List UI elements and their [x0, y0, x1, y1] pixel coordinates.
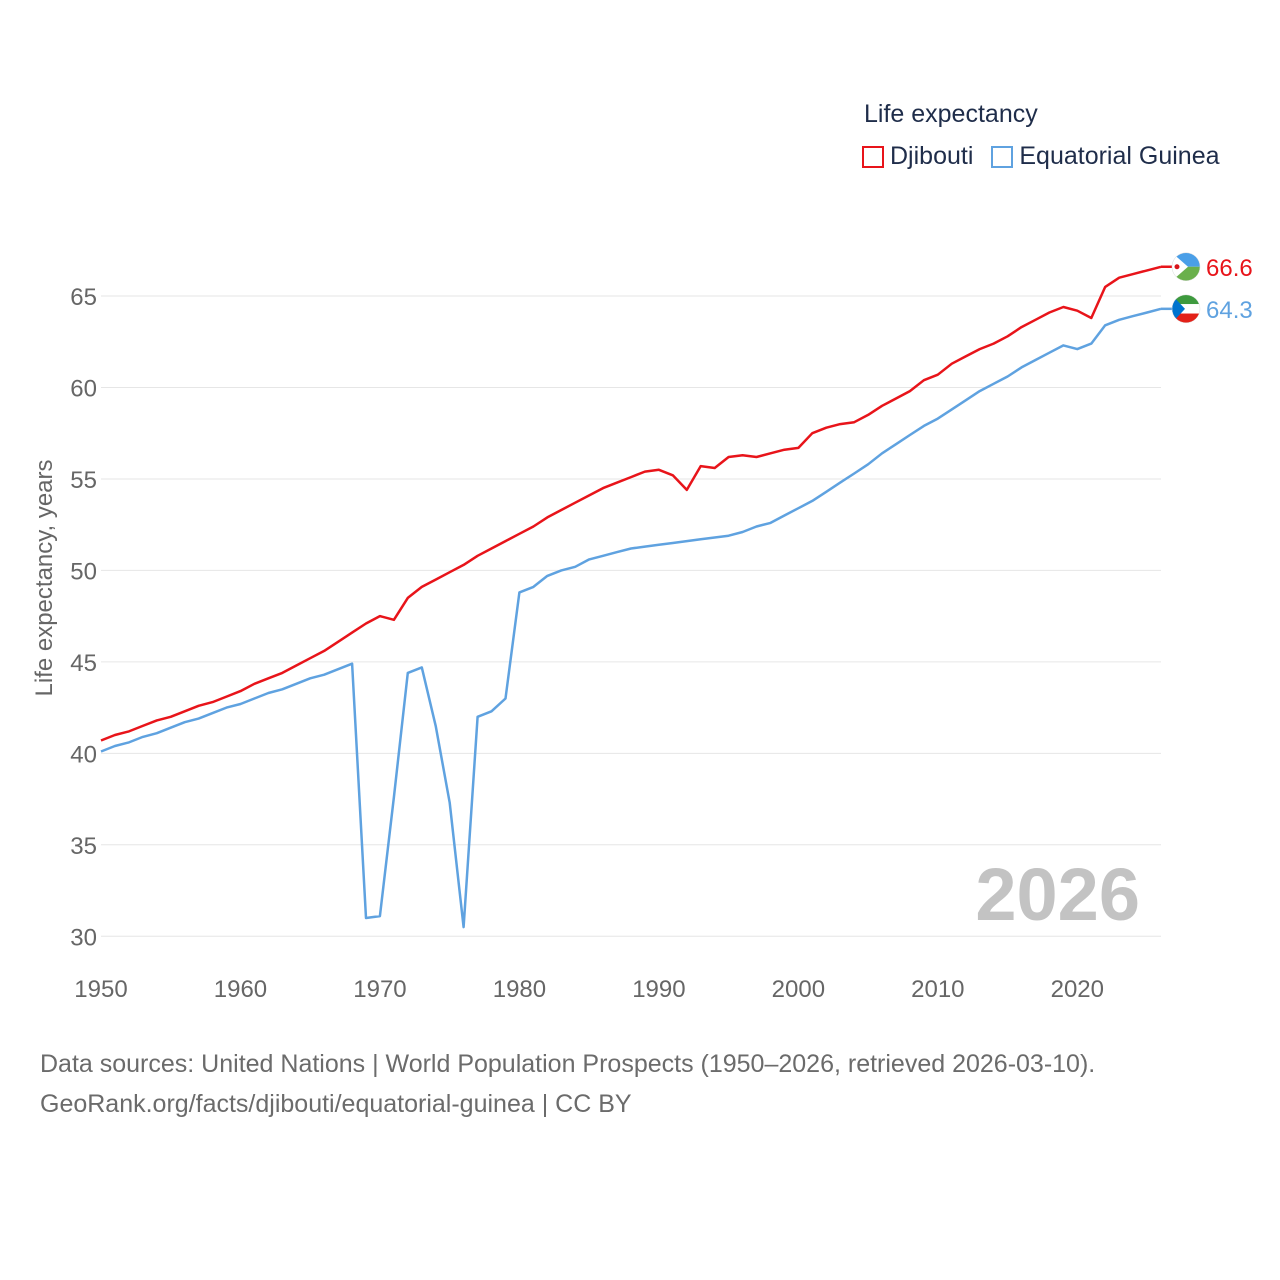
x-tick-label: 2010 [911, 976, 964, 1003]
x-tick-label: 2020 [1051, 976, 1104, 1003]
year-watermark: 2026 [975, 853, 1140, 936]
source-line-2[interactable]: GeoRank.org/facts/djibouti/equatorial-gu… [40, 1090, 632, 1118]
x-tick-label: 2000 [772, 976, 825, 1003]
grid-lines [101, 295, 1161, 937]
legend-label-equatorial-guinea: Equatorial Guinea [1019, 142, 1220, 170]
x-tick-label: 1980 [493, 976, 546, 1003]
y-axis-label: Life expectancy, years [31, 459, 58, 696]
y-axis-ticks: 30 35 40 45 50 55 60 65 [70, 284, 97, 951]
y-tick-label: 45 [70, 650, 97, 677]
y-tick-label: 60 [70, 375, 97, 402]
series-line-djibouti[interactable] [100, 265, 1162, 742]
x-tick-label: 1950 [74, 976, 127, 1003]
legend-swatch-djibouti [862, 145, 884, 168]
series-line-equatorial-guinea[interactable] [100, 307, 1162, 929]
x-tick-label: 1990 [632, 976, 685, 1003]
djibouti-flag-icon [1171, 252, 1201, 282]
legend-title: Life expectancy [864, 100, 1038, 128]
legend-swatch-equatorial-guinea [991, 145, 1014, 168]
legend: Djibouti Equatorial Guinea [862, 142, 1238, 171]
legend-item-djibouti[interactable]: Djibouti [862, 142, 973, 171]
y-tick-label: 40 [70, 741, 97, 768]
y-tick-label: 50 [70, 558, 97, 585]
end-value-label-equatorial-guinea: 64.3 [1206, 297, 1253, 324]
y-tick-label: 30 [70, 924, 97, 951]
equatorial-guinea-flag-icon [1171, 294, 1201, 324]
y-tick-label: 35 [70, 833, 97, 860]
x-axis-ticks: 1950 1960 1970 1980 1990 2000 2010 2020 [74, 976, 1104, 1003]
series-endpoints: 66.6 64.3 [1161, 252, 1253, 324]
legend-label-djibouti: Djibouti [890, 142, 974, 170]
source-note: Data sources: United Nations | World Pop… [40, 1044, 1095, 1124]
x-tick-label: 1960 [214, 976, 267, 1003]
x-tick-label: 1970 [353, 976, 406, 1003]
y-tick-label: 55 [70, 467, 97, 494]
end-value-label-djibouti: 66.6 [1206, 255, 1253, 282]
y-tick-label: 65 [70, 284, 97, 311]
legend-item-equatorial-guinea[interactable]: Equatorial Guinea [991, 142, 1220, 171]
series-lines [100, 265, 1162, 929]
source-line-1: Data sources: United Nations | World Pop… [40, 1050, 1096, 1078]
